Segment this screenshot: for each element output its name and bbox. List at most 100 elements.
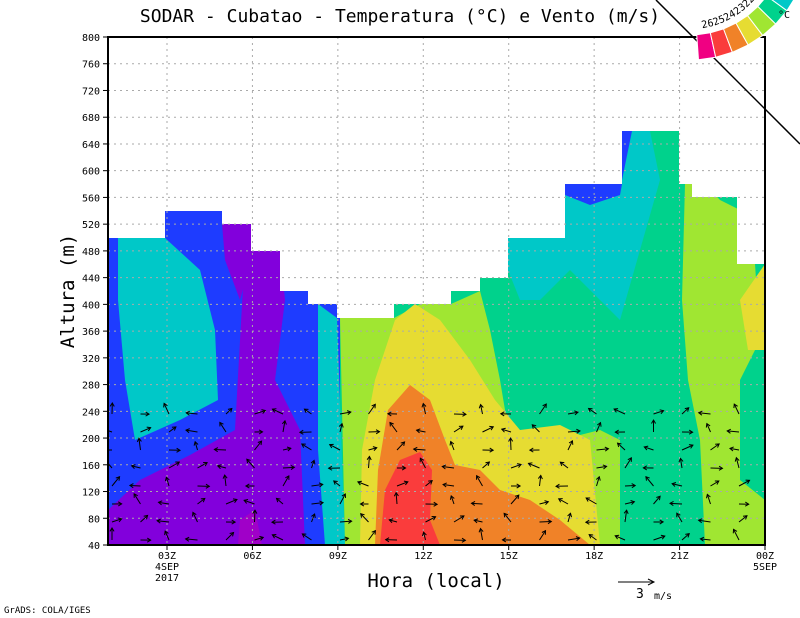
wind-arrow [482, 447, 495, 453]
wind-arrow-shaft [450, 495, 455, 505]
wind-arrow-head [742, 515, 748, 520]
field-19b [222, 224, 251, 300]
wind-arrow [500, 427, 512, 433]
wind-arrow-head [185, 410, 191, 416]
field-18 [238, 510, 262, 545]
wind-arrow-head [684, 407, 690, 412]
wind-arrow [327, 465, 341, 471]
x-tick-label: 12Z [414, 551, 432, 562]
wind-arrow [567, 512, 573, 523]
wind-arrow-shaft [311, 513, 316, 523]
wind-arrow [588, 534, 597, 541]
wind-arrow-head [726, 428, 732, 434]
wind-arrow [449, 440, 455, 451]
wind-arrow [681, 532, 690, 541]
wind-arrow [254, 409, 267, 415]
wind-arrow-head [729, 446, 734, 452]
wind-arrow [613, 408, 626, 415]
wind-arrow-head [389, 421, 394, 427]
wind-arrow [219, 421, 227, 433]
wind-arrow-head [133, 493, 138, 498]
wind-arrow [441, 464, 455, 470]
wind-arrow-shaft [368, 404, 376, 415]
wind-arrow-shaft [624, 457, 632, 469]
wind-arrow-head [485, 461, 491, 467]
wind-arrow-head [596, 421, 602, 427]
wind-arrow-head [500, 427, 506, 433]
wind-arrow-shaft [282, 466, 295, 469]
wind-arrow-head [328, 443, 334, 449]
wind-arrow-head [246, 458, 251, 464]
wind-arrow-shaft [503, 513, 512, 523]
wind-arrow [298, 429, 312, 435]
wind-arrow-head [384, 537, 390, 543]
wind-arrow-head [732, 528, 738, 534]
wind-arrow-shaft [192, 512, 198, 523]
wind-arrow-head [103, 448, 106, 452]
x-tick-label: 18Z [585, 551, 603, 562]
colorbar-segment [771, 0, 795, 12]
wind-arrow-shaft [681, 444, 694, 451]
wind-arrow [587, 407, 597, 415]
wind-arrow-shaft [615, 535, 626, 541]
wind-arrow-head [275, 497, 281, 503]
wind-arrow-shaft [389, 519, 398, 523]
wind-arrow-head [528, 447, 534, 453]
wind-arrow [133, 493, 141, 505]
wind-arrow [168, 461, 181, 469]
wind-arrow [225, 498, 238, 505]
wind-arrow [425, 516, 437, 523]
y-tick-label: 760 [82, 60, 100, 71]
wind-arrow-head [604, 446, 610, 452]
wind-arrow [681, 444, 694, 451]
plot-frame [107, 36, 766, 546]
wind-arrow [653, 495, 661, 505]
wind-arrow [252, 509, 258, 523]
wind-arrow-head [372, 446, 378, 451]
wind-arrow-head [476, 474, 481, 480]
wind-arrow [271, 408, 284, 415]
wind-arrow-head [588, 534, 594, 539]
wind-arrow-shaft [395, 492, 398, 505]
wind-arrow-shaft [111, 518, 122, 523]
wind-arrow-head [442, 482, 447, 488]
wind-arrow-shaft [197, 498, 206, 505]
wind-arrow-shaft [588, 408, 597, 415]
wind-arrow [449, 494, 455, 505]
wind-arrow-head [745, 479, 751, 485]
wind-arrow [697, 518, 711, 524]
y-tick-label: 720 [82, 86, 100, 97]
wind-arrow-head [428, 480, 433, 485]
wind-arrow [676, 512, 683, 523]
wind-arrow-head [303, 408, 309, 413]
wind-arrow-head [185, 428, 190, 434]
wind-arrow-head [298, 429, 304, 435]
wind-arrow-shaft [339, 411, 351, 415]
wind-arrow [643, 445, 654, 451]
wind-arrow-shaft [442, 466, 455, 469]
y-tick-label: 680 [82, 113, 100, 124]
wind-arrow [339, 493, 347, 505]
wind-arrow-head [470, 501, 476, 506]
wind-arrow [193, 440, 199, 451]
wind-arrow [386, 411, 398, 417]
wind-arrow-head [346, 410, 352, 416]
wind-arrow [140, 537, 152, 543]
wind-reference-value: 3 [636, 587, 644, 602]
x-tick-year: 2017 [155, 573, 179, 584]
wind-arrow-head [163, 402, 168, 408]
wind-arrow-shaft [710, 443, 720, 451]
wind-arrow [396, 480, 409, 487]
wind-arrow-head [401, 465, 407, 471]
wind-arrow-head [458, 425, 464, 430]
wind-arrow-head [602, 464, 608, 470]
wind-arrow-head [705, 422, 711, 428]
wind-arrow-shaft [272, 534, 284, 541]
temperature-field [108, 37, 765, 545]
y-tick-label: 440 [82, 274, 100, 285]
colorbar-label: 24 [722, 8, 738, 23]
wind-arrow [559, 461, 569, 469]
wind-arrow [164, 530, 170, 541]
y-tick-label: 200 [82, 434, 100, 445]
